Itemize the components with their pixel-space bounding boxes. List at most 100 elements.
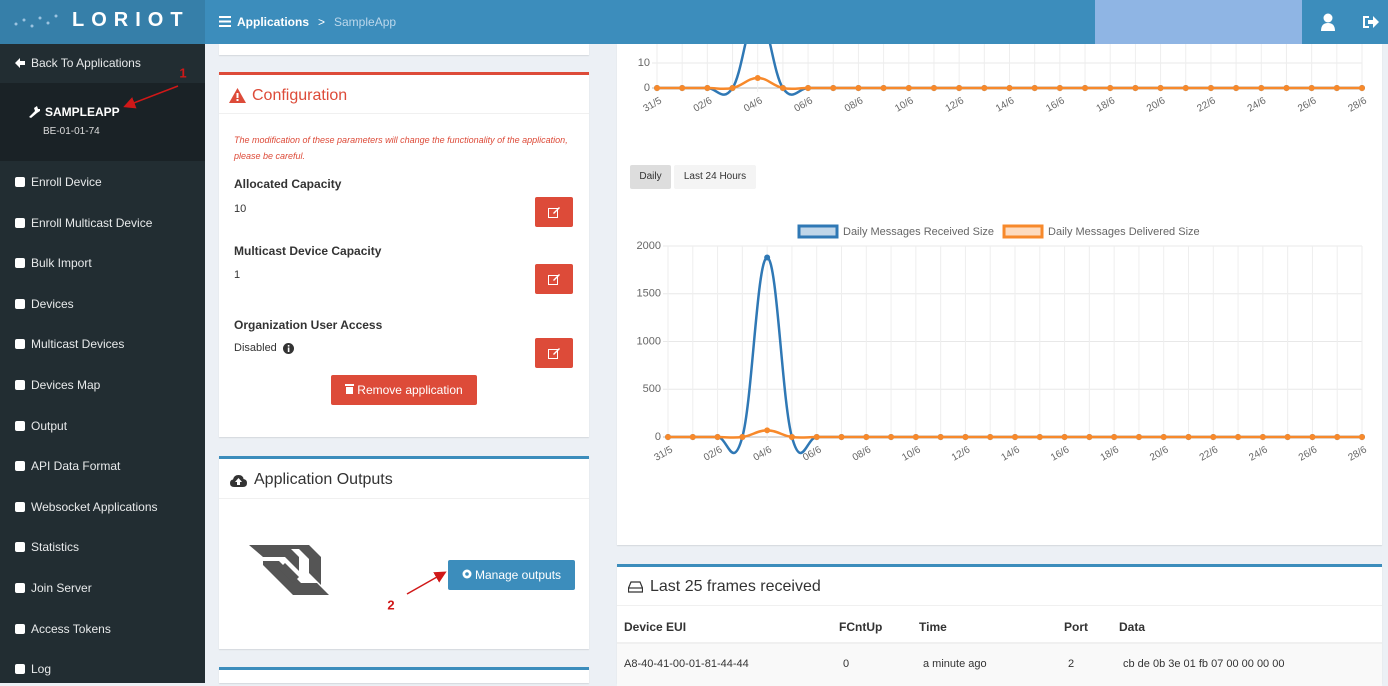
point <box>1082 85 1089 91</box>
nav-icon <box>15 664 25 675</box>
tab-active[interactable]: Daily <box>630 165 671 189</box>
back-link[interactable]: Back To Applications <box>0 48 205 78</box>
trash-icon <box>345 384 355 394</box>
nav-icon <box>15 217 25 228</box>
x-tick-label: 26/6 <box>1297 444 1320 463</box>
breadcrumb-link[interactable]: Applications <box>237 15 310 29</box>
point <box>805 85 812 91</box>
nav-icon <box>15 461 25 472</box>
hdd-icon <box>628 581 643 593</box>
point <box>1012 434 1018 440</box>
logout-icon[interactable] <box>1362 14 1380 30</box>
nav-text: Websocket Applications <box>31 499 158 514</box>
point <box>764 427 771 434</box>
point <box>1258 85 1265 91</box>
point <box>937 434 944 440</box>
point <box>905 85 912 91</box>
remove-button[interactable]: Remove application <box>331 375 477 405</box>
point <box>704 85 711 91</box>
nav-text: Access Tokens <box>31 621 111 636</box>
x-tick-label: 08/6 <box>843 95 866 114</box>
nav-item[interactable]: Enroll Device <box>0 167 205 197</box>
point <box>1309 434 1316 440</box>
point <box>912 434 919 440</box>
nav-item[interactable]: Bulk Import <box>0 248 205 278</box>
info-icon[interactable] <box>283 343 294 354</box>
column-header: Data <box>1119 620 1146 634</box>
nav-text: Output <box>31 418 68 433</box>
statistics-panel: 0 10 31/5 02/6 04/6 06/6 08/6 10/6 12/6 14/6 16/6 1… <box>617 44 1382 545</box>
nav-text: Devices <box>31 296 74 311</box>
nav-item[interactable]: Join Server <box>0 573 205 603</box>
panel-top <box>219 44 589 55</box>
nav-text: Bulk Import <box>31 256 92 271</box>
x-tick-label: 16/6 <box>1044 95 1067 114</box>
panel-title: Application Outputs <box>254 471 393 488</box>
point <box>1061 434 1068 440</box>
tab[interactable]: Last 24 Hours <box>674 165 756 189</box>
nav-icon <box>15 177 25 187</box>
nav-item[interactable]: Websocket Applications <box>0 492 205 522</box>
icon <box>15 58 25 68</box>
point <box>981 85 988 91</box>
x-tick-label: 12/6 <box>950 444 973 463</box>
x-tick-label: 31/5 <box>641 95 664 114</box>
nav-icon <box>15 339 25 350</box>
nav-item[interactable]: Access Tokens <box>0 614 205 644</box>
nav-item[interactable]: Multicast Devices <box>0 329 205 359</box>
point <box>1283 85 1290 91</box>
back-text: Back To Applications <box>31 56 141 70</box>
edit-button[interactable] <box>535 338 573 368</box>
field-label: Multicast Device Capacity <box>234 244 382 258</box>
nav-item[interactable]: Enroll Multicast Device <box>0 208 205 238</box>
nav-item[interactable]: Statistics <box>0 532 205 562</box>
point <box>830 85 837 91</box>
x-tick-label: 10/6 <box>900 444 923 463</box>
y-tick-label: 0 <box>655 431 661 443</box>
edit-button[interactable] <box>535 264 573 294</box>
nav-item[interactable]: Devices <box>0 289 205 319</box>
y-tick-label: 500 <box>643 383 661 395</box>
cell: 2 <box>1068 658 1075 670</box>
nav-text: Statistics <box>31 540 80 555</box>
point <box>813 434 820 440</box>
nav-icon <box>15 623 25 634</box>
breadcrumb-current: SampleApp <box>334 15 397 29</box>
nav-item[interactable]: Devices Map <box>0 370 205 400</box>
point <box>764 254 771 261</box>
nav-item[interactable]: Log <box>0 654 205 684</box>
x-tick-label: 22/6 <box>1198 444 1221 463</box>
manage-outputs-button[interactable]: Manage outputs <box>448 560 575 590</box>
menu-icon[interactable] <box>219 16 231 27</box>
x-tick-label: 04/6 <box>752 444 775 463</box>
header-box <box>1095 0 1302 44</box>
point <box>779 85 786 91</box>
point <box>1111 434 1118 440</box>
app-name: SAMPLEAPP <box>45 105 120 119</box>
point <box>665 434 671 440</box>
point <box>1185 434 1192 440</box>
point <box>1359 85 1365 91</box>
nav-text: Log <box>31 662 52 677</box>
edit-button[interactable] <box>535 197 573 227</box>
x-tick-label: 28/6 <box>1346 95 1369 114</box>
point <box>654 85 660 91</box>
x-tick-label: 26/6 <box>1296 95 1319 114</box>
point <box>1284 434 1291 440</box>
user-icon[interactable] <box>1320 13 1336 31</box>
nav-item[interactable]: Output <box>0 411 205 441</box>
charts: 0 10 31/5 02/6 04/6 06/6 08/6 10/6 12/6 14/6 16/6 1… <box>637 44 1369 464</box>
x-tick-label: 18/6 <box>1099 444 1122 463</box>
cell: cb de 0b 3e 01 fb 07 00 00 00 00 <box>1123 658 1285 670</box>
x-tick-label: 20/6 <box>1145 95 1168 114</box>
point <box>1259 434 1266 440</box>
nav-icon <box>15 298 25 309</box>
point <box>855 85 862 91</box>
sidebar: Back To Applications SAMPLEAPP BE-01-01-… <box>0 44 205 683</box>
point <box>863 434 870 440</box>
nav-item[interactable]: API Data Format <box>0 451 205 481</box>
point <box>1160 434 1167 440</box>
nav-icon <box>15 501 25 512</box>
point <box>962 434 969 440</box>
